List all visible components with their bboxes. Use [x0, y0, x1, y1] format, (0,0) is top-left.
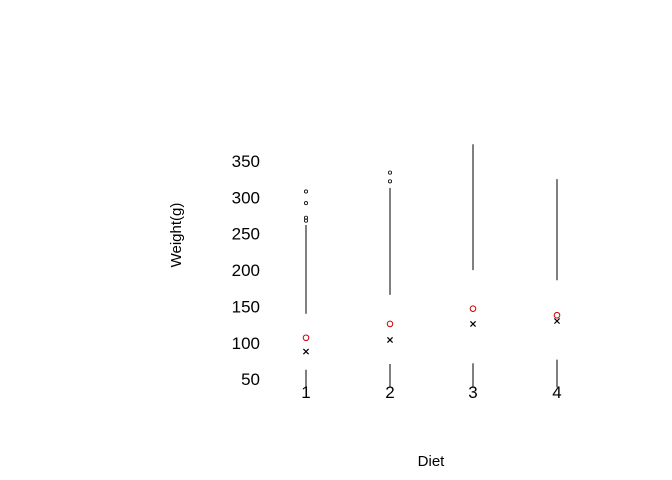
plot-area — [302, 144, 561, 391]
x-axis-title: Diet — [418, 453, 446, 470]
box-group-diet-4 — [553, 179, 561, 388]
y-tick-label: 150 — [232, 297, 260, 316]
y-tick-label: 300 — [232, 188, 260, 207]
median-marker-stroke — [553, 318, 561, 325]
outlier-point — [387, 170, 392, 175]
x-tick-label: 1 — [301, 383, 310, 402]
outlier-point — [303, 189, 308, 194]
median-marker-stroke — [302, 348, 310, 355]
outlier-point — [303, 215, 308, 220]
y-tick-label: 200 — [232, 261, 260, 280]
mean-marker — [553, 311, 561, 319]
x-tick-label: 4 — [552, 383, 561, 402]
x-tick-label: 2 — [385, 383, 394, 402]
mean-marker — [302, 334, 310, 342]
outlier-point — [387, 179, 392, 184]
y-tick-label: 250 — [232, 225, 260, 244]
y-axis-ticks: 50 100 150 200 250 300 350 — [232, 152, 260, 389]
y-tick-label: 350 — [232, 152, 260, 171]
x-axis-ticks: 1 2 3 4 — [301, 383, 561, 402]
mean-marker — [469, 305, 477, 312]
median-marker-stroke — [469, 320, 477, 327]
median-marker-stroke — [386, 336, 394, 343]
y-tick-label: 50 — [241, 370, 260, 389]
outlier-point — [303, 201, 308, 206]
median-marker — [469, 320, 477, 327]
median-marker — [302, 348, 310, 355]
mean-marker — [386, 320, 394, 328]
box-group-diet-1 — [302, 189, 310, 391]
y-axis-title: Weight(g) — [168, 203, 185, 268]
median-marker — [386, 336, 394, 343]
median-marker — [553, 318, 561, 325]
y-tick-label: 100 — [232, 334, 260, 353]
box-group-diet-3 — [469, 144, 477, 388]
x-tick-label: 3 — [468, 383, 477, 402]
box-group-diet-2 — [386, 170, 394, 388]
